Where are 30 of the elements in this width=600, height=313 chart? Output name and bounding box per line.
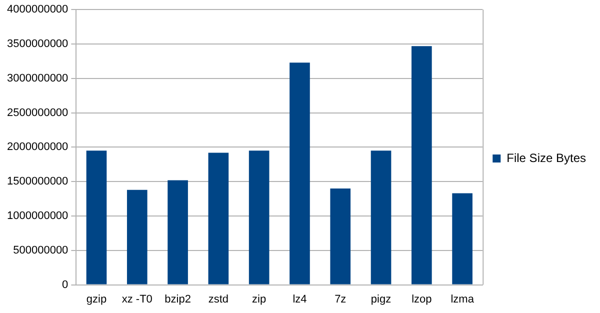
- y-tick-label: 1500000000: [6, 176, 68, 188]
- x-tick-label: zstd: [208, 293, 229, 306]
- y-tick-label: 2500000000: [6, 106, 68, 119]
- y-tick-label: 0: [62, 278, 68, 291]
- x-tick-label: lzma: [450, 293, 475, 306]
- bar: [330, 188, 351, 284]
- bar: [248, 150, 270, 284]
- x-tick-label: lz4: [292, 293, 307, 306]
- bar: [86, 150, 107, 284]
- bar: [168, 180, 188, 284]
- bar: [290, 62, 310, 284]
- bar: [126, 190, 148, 284]
- x-tick-label: pigz: [370, 293, 392, 306]
- bar: [412, 46, 432, 284]
- x-tick-label: zip: [252, 293, 266, 306]
- y-tick-label: 2000000000: [6, 141, 68, 154]
- legend-label: File Size Bytes: [506, 150, 586, 165]
- y-tick-label: 3500000000: [6, 38, 68, 50]
- x-tick-label: 7z: [334, 293, 346, 306]
- x-tick-label: gzip: [86, 293, 107, 306]
- y-tick-label: 500000000: [13, 244, 68, 256]
- y-tick-label: 4000000000: [6, 4, 68, 16]
- y-tick-label: 1000000000: [6, 210, 68, 222]
- bar: [370, 150, 392, 284]
- x-tick-label: lzop: [412, 293, 432, 306]
- x-tick-label: xz -T0: [122, 293, 152, 306]
- bar: [208, 152, 229, 284]
- y-tick-label: 3000000000: [6, 72, 68, 84]
- bar: [452, 193, 472, 284]
- x-tick-label: bzip2: [164, 293, 191, 306]
